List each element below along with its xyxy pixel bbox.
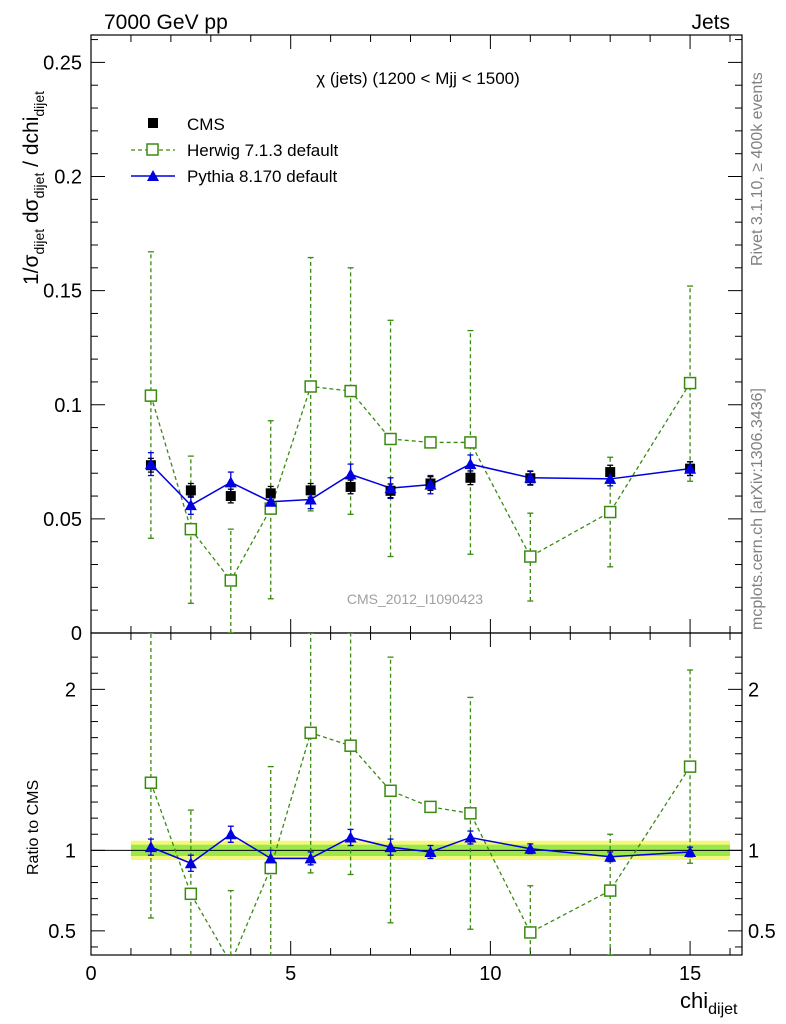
ratio-y-tick-label-right: 2 — [748, 679, 759, 701]
svg-text:1/σdijet dσdijet / dchidijet: 1/σdijet dσdijet / dchidijet — [20, 91, 47, 285]
main-ylabel: 1/σdijet dσdijet / dchidijet — [20, 91, 47, 285]
pythia-point — [684, 462, 697, 474]
legend: CMS Herwig 7.1.3 default Pythia 8.170 de… — [131, 115, 338, 186]
herwig-point — [304, 380, 317, 393]
main-y-tick-label-zero: 0 — [71, 623, 82, 645]
x-axis-label: chidijet — [680, 988, 738, 1018]
herwig-point — [184, 522, 198, 536]
cms-point — [345, 481, 356, 492]
ratio-pythia-point — [684, 845, 697, 857]
ratio-herwig-line — [150, 731, 691, 955]
x-tick-label: 15 — [679, 963, 701, 985]
herwig-point — [344, 384, 357, 398]
ratio-pythia-point — [144, 841, 157, 853]
cms-point — [185, 485, 196, 496]
legend-pythia-marker — [147, 170, 159, 181]
ratio-pythia-point — [224, 828, 237, 840]
ratio-herwig-point — [683, 760, 697, 773]
ratio-herwig-point — [524, 926, 537, 939]
ratio-herwig-point — [225, 958, 236, 969]
ratio-y-tick-label-right: 1 — [748, 840, 759, 862]
ratio-herwig-point — [464, 807, 477, 820]
main-y-tick-label: 0.2 — [54, 167, 82, 189]
main-y-ticks: 0.05 0.1 0.15 0.2 0.25 0 — [43, 39, 742, 645]
ratio-y-tick-label-left: 1 — [65, 840, 76, 862]
ratio-y-ticks: 0.5 0.5 1 1 2 2 — [48, 656, 776, 948]
legend-herwig-marker — [146, 143, 159, 156]
pythia-line — [150, 463, 691, 507]
ratio-y-tick-label-left: 2 — [65, 679, 76, 701]
pythia-point — [224, 476, 237, 488]
herwig-point — [683, 376, 697, 390]
pythia-point — [344, 468, 357, 480]
herwig-point — [144, 389, 158, 402]
cms-point — [305, 485, 316, 496]
ratio-herwig-point — [144, 776, 158, 789]
herwig-point — [524, 550, 537, 563]
pythia-point — [144, 458, 157, 470]
herwig-point — [224, 574, 238, 587]
ratio-pythia-point — [184, 857, 197, 869]
mcplots-label: mcplots.cern.ch [arXiv:1306.3436] — [749, 388, 766, 630]
x-tick-label: 5 — [285, 963, 296, 985]
ratio-ylabel: Ratio to CMS — [25, 780, 42, 875]
pythia-point — [464, 458, 477, 470]
x-ticks: 0 5 10 15 — [85, 35, 731, 985]
ratio-pythia-point — [464, 831, 477, 843]
cms-point — [465, 472, 476, 483]
legend-pythia-label: Pythia 8.170 default — [187, 167, 338, 186]
ratio-pythia-point — [604, 850, 617, 862]
ratio-herwig-point — [264, 861, 277, 875]
ratio-pythia-point — [264, 852, 277, 864]
legend-cms-marker — [148, 118, 158, 128]
ratio-pythia-point — [524, 842, 537, 854]
herwig-point — [603, 505, 617, 519]
header-left: 7000 GeV pp — [104, 11, 228, 34]
pythia-point — [304, 493, 317, 505]
ratio-series-group — [144, 633, 697, 969]
x-tick-label: 0 — [85, 963, 96, 985]
watermark: CMS_2012_I1090423 — [347, 591, 483, 607]
legend-cms-label: CMS — [187, 115, 225, 134]
herwig-point — [424, 436, 437, 449]
herwig-point — [384, 432, 397, 446]
pythia-point — [184, 499, 197, 511]
svg-text:chidijet: chidijet — [680, 988, 738, 1018]
header-right: Jets — [691, 11, 730, 34]
ratio-herwig-point — [603, 884, 617, 897]
ratio-y-tick-label-left: 0.5 — [48, 921, 76, 943]
pythia-point — [604, 472, 617, 484]
ratio-herwig-point — [304, 726, 317, 740]
ratio-y-tick-label-right: 0.5 — [748, 921, 776, 943]
pythia-point — [264, 495, 277, 507]
legend-herwig-label: Herwig 7.1.3 default — [187, 141, 338, 160]
ratio-pythia-point — [304, 852, 317, 864]
ratio-plot-frame — [90, 632, 743, 956]
rivet-label: Rivet 3.1.10, ≥ 400k events — [749, 72, 766, 266]
pythia-point — [524, 471, 537, 483]
main-title: χ (jets) (1200 < Mjj < 1500) — [316, 69, 520, 88]
cms-point — [265, 488, 276, 499]
herwig-point — [464, 436, 477, 449]
ratio-pythia-point — [424, 845, 437, 857]
main-y-tick-label: 0.25 — [43, 52, 82, 74]
cms-point — [605, 467, 616, 478]
cms-point — [225, 491, 236, 502]
pythia-point — [384, 482, 397, 494]
ratio-herwig-point — [424, 800, 437, 814]
ratio-pythia-point — [384, 841, 397, 853]
main-y-tick-label: 0.1 — [54, 395, 82, 417]
ratio-herwig-point — [184, 887, 198, 901]
ratio-pythia-point — [344, 831, 357, 843]
ratio-herwig-point — [384, 784, 397, 798]
main-series-group — [144, 251, 697, 633]
pythia-point — [424, 478, 437, 490]
ratio-herwig-point — [344, 739, 357, 752]
main-y-tick-label: 0.15 — [43, 281, 82, 303]
ratio-pythia-line — [150, 833, 691, 865]
main-y-tick-label: 0.05 — [43, 509, 82, 531]
x-tick-label: 10 — [479, 963, 501, 985]
herwig-line — [150, 382, 691, 582]
